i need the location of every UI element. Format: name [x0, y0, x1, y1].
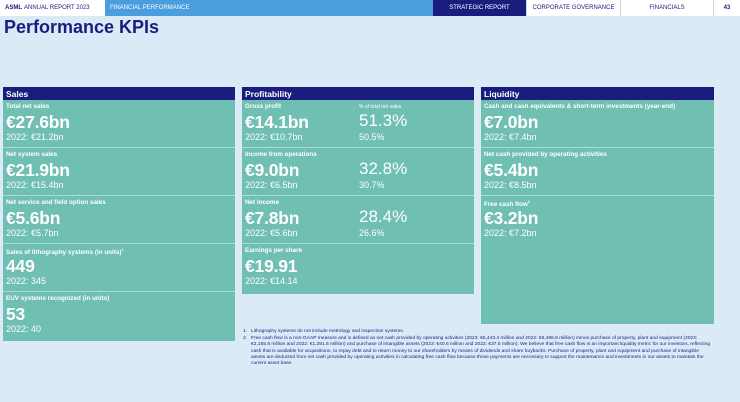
profitability-heading: Profitability — [242, 87, 474, 100]
report-brand[interactable]: ASML ANNUAL REPORT 2023 — [0, 0, 105, 16]
footnote-1: 1. Lithography systems do not include met… — [243, 329, 713, 335]
kpi-label: Net cash provided by operating activitie… — [484, 151, 607, 158]
kpi-pct-prior: 30.7% — [359, 180, 385, 190]
pct-of-sales-label: % of total net sales — [359, 104, 402, 110]
kpi-total-net-sales: Total net sales €27.6bn 2022: €21.2bn — [3, 100, 235, 148]
kpi-label: Cash and cash equivalents & short-term i… — [484, 103, 676, 110]
footnotes: 1. Lithography systems do not include met… — [243, 329, 713, 368]
kpi-gross-profit: Gross profit % of total net sales €14.1b… — [242, 100, 474, 148]
kpi-prior: 2022: €5.7bn — [6, 228, 59, 238]
kpi-pct-prior: 26.6% — [359, 228, 385, 238]
kpi-service-field-option-sales: Net service and field option sales €5.6b… — [3, 196, 235, 244]
kpi-value: €19.91 — [245, 256, 298, 276]
top-navigation-bar: ASML ANNUAL REPORT 2023 FINANCIAL PERFOR… — [0, 0, 740, 16]
kpi-label: Income from operations — [245, 151, 317, 158]
kpi-value: 449 — [6, 256, 35, 276]
kpi-value: 53 — [6, 304, 26, 324]
kpi-label: Net service and field option sales — [6, 199, 106, 206]
kpi-label-text: Sales of lithography systems (in units) — [6, 249, 122, 257]
page-title: Performance KPIs — [4, 17, 160, 37]
kpi-value: €14.1bn — [245, 112, 309, 132]
kpi-label: Sales of lithography systems (in units)1 — [6, 244, 235, 256]
profitability-panel: Profitability Gross profit % of total ne… — [242, 87, 474, 294]
kpi-pct: 51.3% — [359, 111, 408, 130]
kpi-net-cash-operating: Net cash provided by operating activitie… — [481, 148, 714, 196]
footnote-2: 2. Free cash flow is a non-GAAP measure a… — [243, 336, 713, 367]
brand-name: ASML — [5, 5, 22, 11]
footnote-number: 2. — [243, 336, 248, 342]
kpi-value: €7.8bn — [245, 208, 300, 228]
kpi-label-text: Free cash flow — [484, 201, 528, 209]
kpi-label: Net income — [245, 199, 279, 206]
kpi-value: €21.9bn — [6, 160, 70, 180]
kpi-value: €27.6bn — [6, 112, 70, 132]
kpi-prior: 2022: 40 — [6, 324, 42, 334]
liquidity-panel: Liquidity Cash and cash equivalents & sh… — [481, 87, 714, 324]
page-number: 43 — [713, 0, 740, 16]
kpi-label: Total net sales — [6, 103, 50, 110]
footnote-text: Free cash flow is a non-GAAP measure and… — [251, 336, 711, 367]
kpi-pct-prior: 50.5% — [359, 132, 385, 142]
tab-financials[interactable]: FINANCIALS — [620, 0, 713, 16]
footnote-text: Lithography systems do not include metro… — [251, 329, 405, 334]
tab-strategic-report[interactable]: STRATEGIC REPORT — [433, 0, 526, 16]
kpi-income-from-operations: Income from operations €9.0bn 2022: €6.5… — [242, 148, 474, 196]
kpi-free-cash-flow: Free cash flow2 €3.2bn 2022: €7.2bn — [481, 196, 714, 324]
footnote-ref: 2 — [527, 199, 530, 204]
kpi-label: Earnings per share — [245, 247, 303, 254]
kpi-prior: 2022: €7.4bn — [484, 132, 537, 142]
kpi-value: €9.0bn — [245, 160, 300, 180]
kpi-lithography-systems: Sales of lithography systems (in units)1… — [3, 244, 235, 292]
liquidity-heading: Liquidity — [481, 87, 714, 100]
kpi-cash-and-investments: Cash and cash equivalents & short-term i… — [481, 100, 714, 148]
tab-corporate-governance[interactable]: CORPORATE GOVERNANCE — [526, 0, 620, 16]
kpi-prior: 2022: €5.6bn — [245, 228, 298, 238]
kpi-label: Net system sales — [6, 151, 58, 158]
kpi-prior: 2022: €6.5bn — [245, 180, 298, 190]
kpi-prior: 2022: €14.14 — [245, 276, 298, 286]
kpi-prior: 2022: 345 — [6, 276, 47, 286]
kpi-pct: 32.8% — [359, 159, 408, 178]
footnote-ref: 1 — [121, 247, 124, 252]
kpi-euv-systems: EUV systems recognized (in units) 53 202… — [3, 292, 235, 341]
kpi-prior: 2022: €8.5bn — [484, 180, 537, 190]
report-name: ANNUAL REPORT 2023 — [24, 5, 90, 11]
section-label: FINANCIAL PERFORMANCE — [105, 0, 433, 16]
kpi-prior: 2022: €7.2bn — [484, 228, 537, 238]
kpi-pct: 28.4% — [359, 207, 408, 226]
sales-panel: Sales Total net sales €27.6bn 2022: €21.… — [3, 87, 235, 341]
kpi-label: EUV systems recognized (in units) — [6, 295, 110, 302]
kpi-label: Gross profit — [245, 103, 282, 110]
kpi-net-system-sales: Net system sales €21.9bn 2022: €15.4bn — [3, 148, 235, 196]
sales-heading: Sales — [3, 87, 235, 100]
kpi-value: €5.4bn — [484, 160, 539, 180]
kpi-earnings-per-share: Earnings per share €19.91 2022: €14.14 — [242, 244, 474, 294]
kpi-value: €3.2bn — [484, 208, 539, 228]
kpi-prior: 2022: €15.4bn — [6, 180, 64, 190]
kpi-label: Free cash flow2 — [484, 196, 714, 208]
kpi-prior: 2022: €21.2bn — [6, 132, 64, 142]
footnote-number: 1. — [243, 329, 248, 334]
kpi-value: €7.0bn — [484, 112, 539, 132]
kpi-value: €5.6bn — [6, 208, 61, 228]
kpi-net-income: Net income €7.8bn 2022: €5.6bn 28.4% 26.… — [242, 196, 474, 244]
kpi-prior: 2022: €10.7bn — [245, 132, 303, 142]
